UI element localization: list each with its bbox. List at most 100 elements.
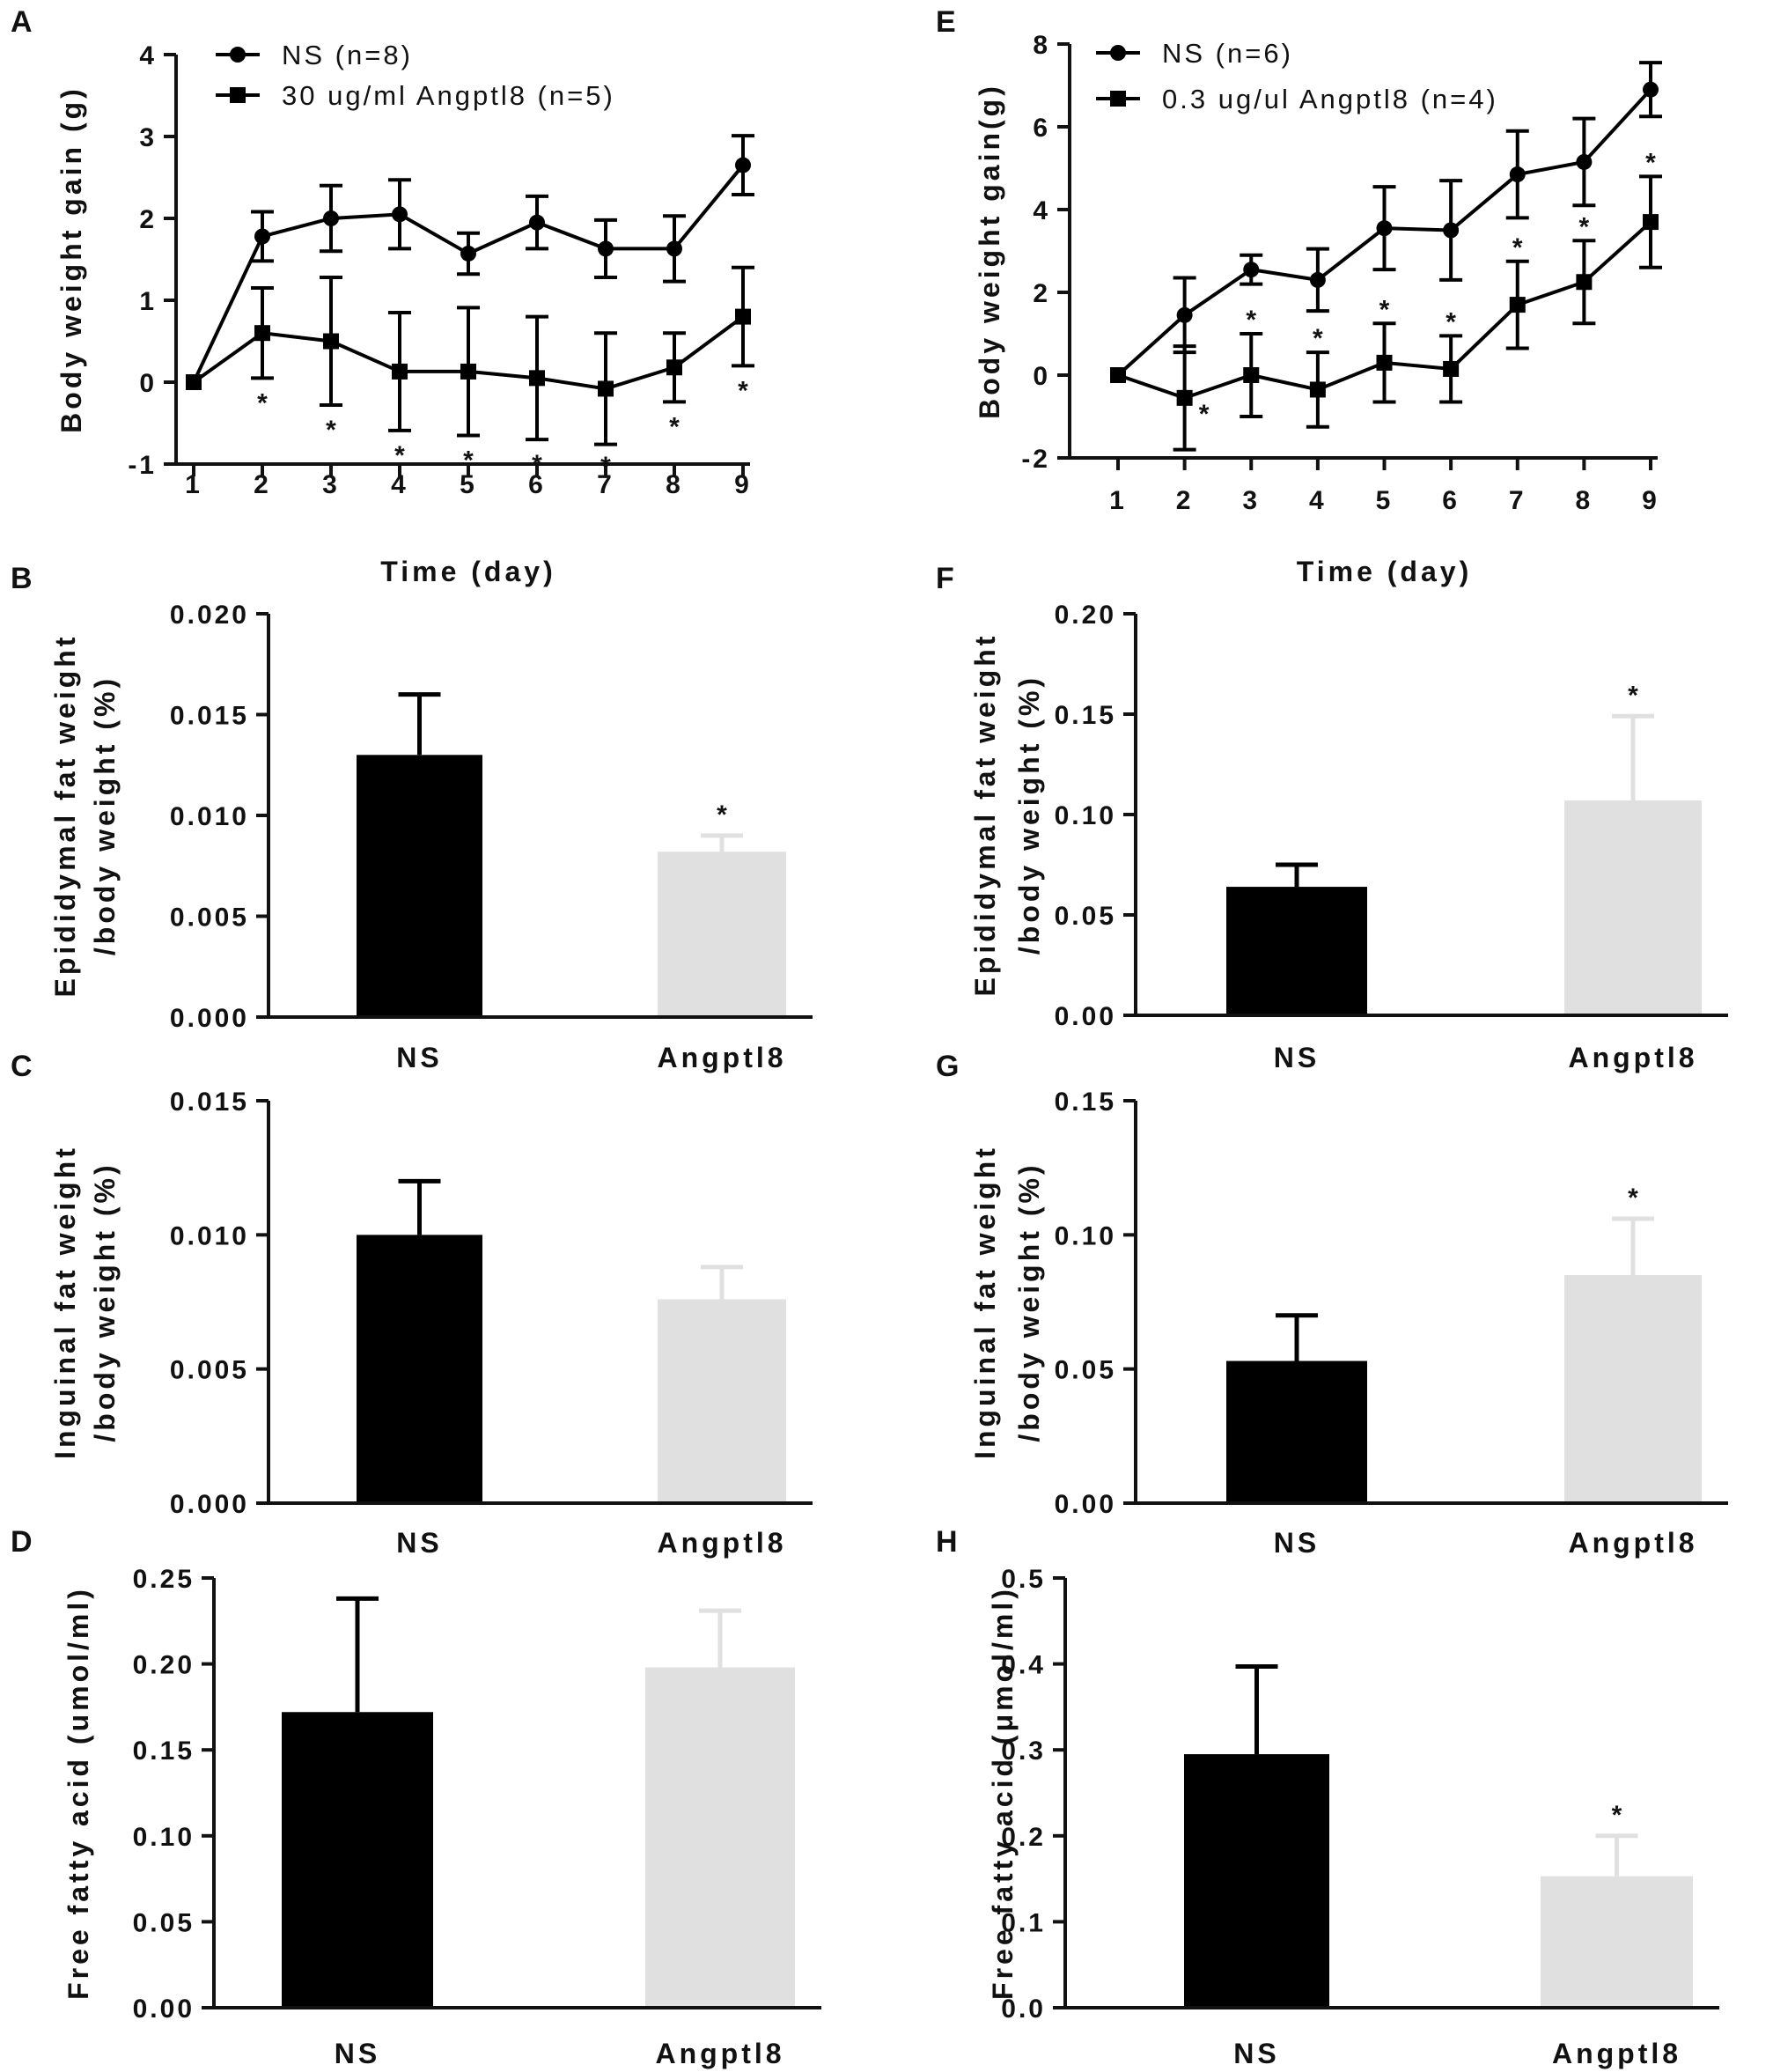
data-point: [735, 157, 751, 173]
y-tick-label: 0.000: [170, 1490, 249, 1519]
data-point: [666, 240, 682, 257]
bar-group-angptl8: Angptl8: [645, 1608, 795, 2069]
data-point: [392, 363, 408, 380]
x-tick-label: 7: [597, 470, 614, 499]
significance-marker: *: [463, 446, 474, 475]
y-tick-label: 0.15: [1055, 701, 1116, 730]
y-tick-label: 0.00: [1055, 1490, 1116, 1519]
data-point: [598, 240, 614, 257]
y-tick-label: 3: [139, 123, 157, 152]
legend-item-angptl8: 0.3 ug/ul Angptl8 (n=4): [1096, 84, 1498, 114]
x-axis-title: Time (day): [1297, 556, 1472, 587]
x-tick-label: 6: [528, 470, 546, 499]
y-tick-label: 4: [1033, 196, 1050, 225]
bar: [357, 1235, 482, 1501]
data-point: [666, 359, 682, 376]
significance-marker: *: [257, 388, 268, 417]
significance-marker: *: [1645, 148, 1656, 177]
y-tick-label: 2: [1033, 279, 1050, 308]
category-label: NS: [396, 1042, 442, 1073]
y-axis-title: Free fatty acid (umol/ml): [63, 1586, 94, 2000]
y-tick-label: 1: [139, 287, 157, 316]
panel-D: D 0.00 0.05 0.10 0.15 0.20 0.25 Free fatty acid…: [11, 1525, 821, 2069]
x-tick-label: 5: [460, 470, 477, 499]
legend-label: NS (n=6): [1162, 38, 1293, 69]
data-point: [1309, 381, 1326, 398]
y-axis-title: Body weight gain(g): [974, 83, 1005, 419]
panel-label: H: [936, 1525, 958, 1559]
category-label: Angptl8: [657, 1527, 786, 1559]
y-tick-label: 0.05: [1055, 902, 1116, 931]
data-point: [1509, 297, 1526, 313]
category-label: Angptl8: [655, 2038, 784, 2069]
significance-marker: *: [1199, 400, 1210, 429]
y-tick-label: 0.25: [133, 1565, 195, 1594]
data-point: [460, 245, 476, 262]
y-tick-label: 0.05: [1055, 1356, 1116, 1385]
x-tick-label: 9: [734, 470, 752, 499]
bar-group-ns: NS: [357, 692, 482, 1073]
data-point: [1509, 166, 1526, 183]
category-label: Angptl8: [1568, 1042, 1697, 1073]
panel-label: E: [936, 5, 956, 39]
legend-item-ns: NS (n=8): [216, 40, 410, 70]
bar-group-angptl8: * Angptl8: [1541, 1801, 1693, 2069]
panel-label: C: [11, 1050, 33, 1083]
bar: [1564, 1275, 1702, 1501]
data-point: [254, 325, 270, 342]
y-tick-label: 0.000: [170, 1004, 249, 1033]
y-tick-label: 0.020: [170, 601, 249, 630]
legend-marker: [230, 47, 246, 63]
bar-group-angptl8: Angptl8: [657, 1265, 786, 1559]
data-point: [1576, 153, 1593, 170]
bar-group-angptl8: * Angptl8: [1564, 681, 1702, 1073]
legend-label: 0.3 ug/ul Angptl8 (n=4): [1162, 84, 1498, 114]
series-ns: [1110, 61, 1662, 383]
legend-label: 30 ug/ml Angptl8 (n=5): [282, 80, 615, 111]
y-tick-label: 0.00: [1055, 1002, 1116, 1031]
data-point: [323, 210, 339, 226]
significance-marker: *: [1446, 307, 1456, 336]
y-tick-label: 0.00: [133, 1995, 195, 2024]
y-axis-title: /body weight (%): [1013, 1161, 1045, 1442]
y-axis-title: Free fatty acid (μmol/ml): [987, 1586, 1019, 2000]
significance-marker: *: [1246, 306, 1256, 335]
y-tick-label: 0.10: [1055, 1221, 1116, 1250]
category-label: Angptl8: [1552, 2038, 1681, 2069]
category-label: NS: [1274, 1042, 1320, 1073]
y-tick-label: 0.1: [1001, 1908, 1046, 1937]
panel-label: G: [936, 1050, 959, 1083]
significance-marker: *: [669, 412, 680, 441]
panel-F: F 0.00 0.05 0.10 0.15 0.20 Epididymal fat weig…: [936, 562, 1728, 1073]
significance-marker: *: [1313, 324, 1323, 353]
category-label: NS: [335, 2038, 380, 2069]
x-tick-label: 6: [1442, 486, 1460, 515]
data-point: [1643, 81, 1659, 98]
data-point: [529, 370, 545, 387]
data-point: [1376, 354, 1393, 371]
y-axis-title: /body weight (%): [89, 675, 121, 955]
significance-marker: *: [326, 416, 336, 445]
y-tick-label: 0.4: [1001, 1651, 1046, 1680]
significance-marker: *: [1379, 295, 1390, 324]
y-tick-label: 0.3: [1001, 1736, 1046, 1766]
x-tick-label: 8: [666, 470, 683, 499]
bar: [1564, 800, 1702, 1014]
bar: [1226, 1360, 1367, 1501]
panel-E: E -2 0 2 4 6 8 1 2 3 4 5 6 7 8 9 Time (day) Body weight g…: [936, 5, 1662, 587]
y-tick-label: 2: [139, 205, 157, 234]
legend-item-ns: NS (n=6): [1096, 38, 1293, 69]
x-tick-label: 3: [1242, 486, 1260, 515]
y-axis-title: Epididymal fat weight: [969, 633, 1001, 997]
data-point: [1443, 222, 1460, 239]
bar-group-ns: NS: [1184, 1664, 1329, 2069]
category-label: NS: [396, 1527, 442, 1559]
y-tick-label: 6: [1033, 114, 1050, 143]
bar: [658, 1299, 786, 1501]
data-point: [1176, 306, 1193, 323]
panel-label: B: [11, 562, 33, 595]
bar: [658, 852, 786, 1015]
significance-marker: *: [532, 450, 542, 479]
x-tick-label: 2: [1176, 486, 1194, 515]
